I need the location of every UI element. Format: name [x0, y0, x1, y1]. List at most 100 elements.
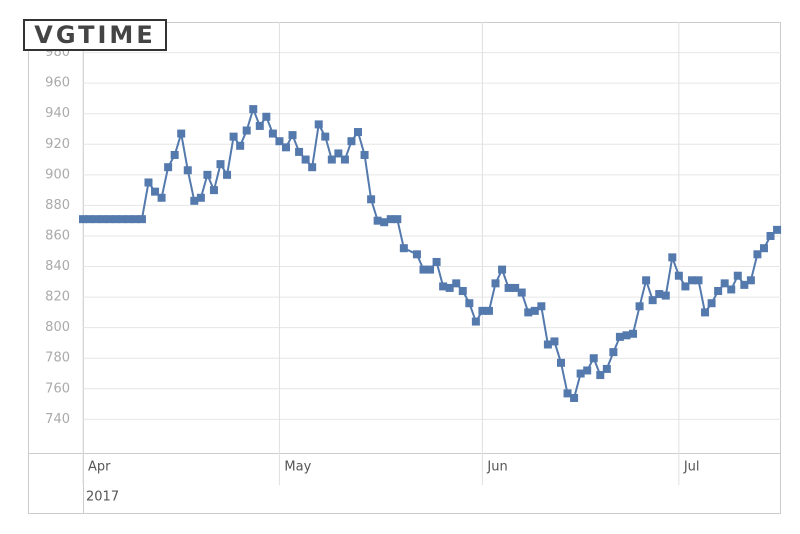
watermark: VGTIME — [23, 19, 167, 51]
y-tick-label: 740 — [45, 412, 70, 427]
data-point — [576, 369, 585, 378]
x-sublabel: 2017 — [86, 490, 119, 505]
data-point — [465, 299, 474, 308]
y-tick-label: 920 — [45, 137, 70, 152]
data-point — [164, 163, 173, 172]
data-point — [386, 215, 395, 224]
y-tick-label: 960 — [45, 76, 70, 91]
data-point — [642, 276, 651, 285]
data-point — [151, 187, 160, 196]
data-point — [550, 337, 559, 346]
data-point — [484, 306, 493, 315]
data-point — [321, 132, 330, 141]
data-point — [773, 225, 782, 234]
data-point — [412, 250, 421, 259]
data-point — [556, 358, 565, 367]
data-point — [629, 329, 638, 338]
data-point — [583, 366, 592, 375]
data-point — [236, 141, 245, 150]
data-point — [478, 306, 487, 315]
data-point — [674, 271, 683, 280]
data-point — [229, 132, 238, 141]
data-point — [347, 137, 356, 146]
data-point — [301, 155, 310, 164]
data-point — [295, 147, 304, 156]
data-point — [190, 196, 199, 205]
data-point — [85, 215, 94, 224]
data-point — [687, 276, 696, 285]
data-point — [452, 279, 461, 288]
x-tick-label: Jun — [486, 460, 507, 475]
data-point — [340, 155, 349, 164]
data-point — [602, 364, 611, 373]
data-point — [655, 290, 664, 299]
data-point — [543, 340, 552, 349]
data-point — [681, 282, 690, 291]
data-point — [759, 244, 768, 253]
data-point — [727, 285, 736, 294]
y-tick-label: 780 — [45, 351, 70, 366]
data-point — [242, 126, 251, 135]
data-point — [275, 137, 284, 146]
data-point — [196, 193, 205, 202]
data-point — [589, 354, 598, 363]
data-point — [570, 393, 579, 402]
y-tick-label: 800 — [45, 320, 70, 335]
data-point — [131, 215, 140, 224]
data-point — [458, 286, 467, 295]
data-point — [288, 131, 297, 140]
data-point — [720, 279, 729, 288]
data-point — [262, 112, 271, 121]
data-point — [268, 129, 277, 138]
x-tick-label: Apr — [88, 460, 111, 475]
data-point — [498, 265, 507, 274]
data-point — [622, 331, 631, 340]
data-point — [668, 253, 677, 262]
data-point — [753, 250, 762, 259]
data-point — [471, 317, 480, 326]
data-point — [524, 308, 533, 317]
data-point — [255, 121, 264, 130]
y-tick-label: 860 — [45, 228, 70, 243]
data-point — [615, 332, 624, 341]
data-point — [334, 149, 343, 158]
data-point — [399, 244, 408, 253]
y-tick-label: 880 — [45, 198, 70, 213]
data-point — [537, 302, 546, 311]
data-point — [596, 371, 605, 380]
x-tick-label: Jul — [683, 460, 700, 475]
data-point — [308, 163, 317, 172]
data-point — [393, 215, 402, 224]
data-point — [111, 215, 120, 224]
y-tick-label: 940 — [45, 106, 70, 121]
data-point — [203, 170, 212, 179]
data-point — [223, 170, 232, 179]
data-point — [118, 215, 127, 224]
data-point — [249, 105, 258, 114]
data-point — [426, 265, 435, 274]
data-point — [380, 218, 389, 227]
y-tick-label: 900 — [45, 167, 70, 182]
data-point — [714, 286, 723, 295]
data-point — [707, 299, 716, 308]
data-point — [157, 193, 166, 202]
watermark-box — [23, 19, 167, 51]
data-point — [511, 283, 520, 292]
data-point — [183, 166, 192, 175]
data-point — [98, 215, 107, 224]
x-tick-label: May — [284, 460, 311, 475]
data-point — [137, 215, 146, 224]
data-point — [661, 291, 670, 300]
y-tick-label: 760 — [45, 381, 70, 396]
data-point — [766, 231, 775, 240]
data-point — [491, 279, 500, 288]
data-point — [504, 283, 513, 292]
data-point — [177, 129, 186, 138]
data-point — [281, 143, 290, 152]
data-point — [445, 283, 454, 292]
data-point — [105, 215, 114, 224]
data-point — [563, 389, 572, 398]
data-point — [517, 288, 526, 297]
data-point — [746, 276, 755, 285]
